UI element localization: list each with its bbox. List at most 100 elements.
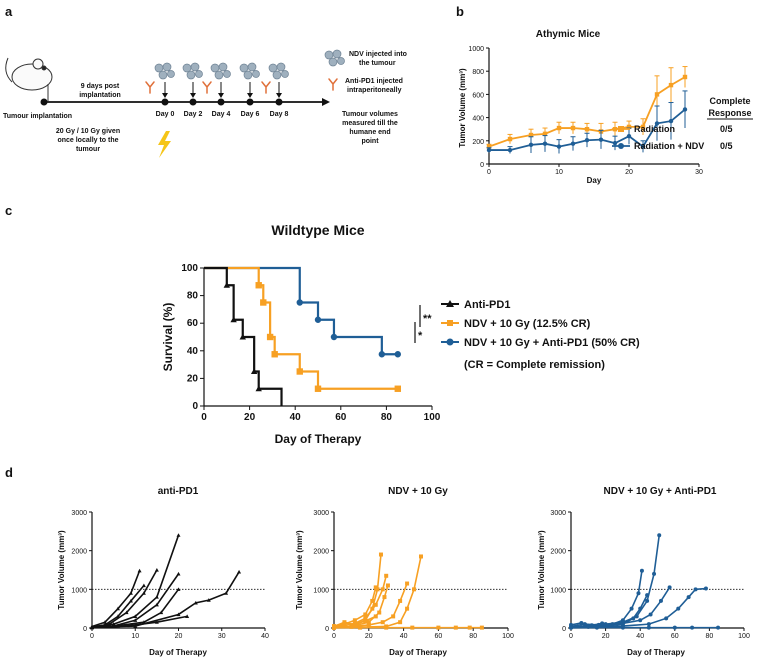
data-point	[378, 552, 383, 557]
radiation-note-3: tumour	[76, 146, 100, 153]
censor-marker	[296, 368, 303, 375]
legend-c-ndv10: NDV + 10 Gy (12.5% CR)	[441, 318, 591, 330]
legend-ndv-1: NDV injected into	[349, 51, 407, 58]
data-point	[657, 533, 662, 538]
data-point	[141, 591, 146, 595]
data-point	[124, 610, 129, 615]
timeline-dot-day0	[161, 98, 169, 106]
data-point	[612, 140, 618, 146]
data-point	[206, 598, 211, 602]
series-line-radiation-ndv	[489, 108, 686, 151]
chart-d2-ylabel: Tumor Volume (mm³)	[295, 530, 304, 610]
chart-d3-y-tick-label: 3000	[550, 510, 566, 517]
data-point	[690, 625, 695, 630]
censor-marker	[230, 316, 237, 323]
chart-d2-x-tick-label: 100	[502, 633, 514, 640]
data-point	[556, 125, 562, 131]
data-point	[154, 602, 159, 607]
data-point	[584, 138, 590, 143]
chart-d3-xlabel: Day of Therapy	[627, 648, 685, 657]
chart-spider-ndv10-antipd1: NDV + 10 Gy + Anti-PD1 Day of Therapy Tu…	[537, 486, 750, 657]
chart-d1-x-tick-label: 30	[218, 633, 226, 640]
legend-b-radiation-ndv-label: Radiation + NDV	[634, 141, 704, 151]
chart-d2-y-tick-label: 0	[325, 626, 329, 633]
data-point	[620, 622, 625, 627]
chart-d3-y-tick-label: 1000	[550, 587, 566, 594]
chart-c-x-tick-label: 100	[424, 412, 441, 423]
survival-curve-circle	[204, 266, 398, 356]
censor-marker	[394, 351, 401, 358]
chart-c-x-tick-label: 0	[201, 412, 207, 423]
data-point	[652, 571, 657, 576]
data-point	[133, 622, 138, 627]
data-point	[380, 587, 385, 592]
chart-b-ylabel: Tumor Volume (mm³)	[458, 68, 467, 148]
data-point	[128, 591, 133, 595]
data-point	[594, 625, 599, 630]
data-point	[398, 620, 403, 625]
data-point	[176, 587, 181, 591]
label-day0: Day 0	[156, 111, 175, 118]
data-point	[128, 598, 133, 603]
data-point	[102, 620, 107, 624]
timeline-arrowhead	[322, 98, 330, 106]
data-point	[405, 606, 410, 611]
chart-c-y-tick-label: 40	[187, 346, 199, 357]
chart-d2-xlabel: Day of Therapy	[389, 648, 447, 657]
lightning-icon	[158, 131, 171, 158]
chart-d2-x-tick-label: 20	[365, 633, 373, 640]
data-point	[639, 568, 644, 573]
timeline-dot-day6	[246, 98, 254, 106]
data-point	[486, 147, 492, 153]
virus-icon	[154, 49, 345, 80]
data-point	[646, 625, 651, 630]
chart-d3-title: NDV + 10 Gy + Anti-PD1	[604, 486, 717, 497]
chart-d2-title: NDV + 10 Gy	[388, 486, 448, 497]
panel-label-c: c	[5, 203, 12, 218]
data-point	[598, 137, 604, 142]
individual-tumor-line	[91, 569, 158, 629]
chart-d2-x-tick-label: 60	[435, 633, 443, 640]
chart-c-y-tick-label: 100	[181, 263, 198, 274]
day-arrows	[164, 82, 280, 95]
legend-c-antipd1: Anti-PD1	[441, 299, 510, 311]
censor-marker	[250, 368, 258, 375]
chart-c-y-tick-label: 20	[187, 373, 199, 384]
data-point	[419, 554, 423, 559]
censor-marker	[266, 333, 274, 341]
legend-c-antipd1-label: Anti-PD1	[464, 299, 510, 311]
chart-d1-title: anti-PD1	[158, 486, 199, 497]
chart-d3-x-tick-label: 20	[602, 633, 610, 640]
data-point	[600, 621, 605, 626]
label-post-implant-1: 9 days post	[81, 83, 120, 90]
data-point	[366, 620, 371, 625]
radiation-note-1: 20 Gy / 10 Gy given	[56, 128, 120, 135]
chart-d3-x-tick-label: 40	[636, 633, 644, 640]
data-point	[453, 625, 458, 630]
chart-c-y-tick-label: 0	[192, 401, 198, 412]
data-point	[115, 606, 120, 611]
censor-marker	[314, 316, 322, 323]
data-point	[654, 92, 660, 97]
data-point	[352, 622, 357, 627]
data-point	[646, 622, 651, 627]
chart-d1-ylabel: Tumor Volume (mm³)	[57, 530, 66, 610]
legend-b-radiation-label: Radiation	[634, 124, 675, 134]
censor-marker	[255, 282, 262, 289]
data-point	[570, 125, 576, 131]
panel-a-schematic: Tumour implantation 9 days post implanta…	[3, 49, 407, 158]
timeline-dot-day2	[189, 98, 197, 106]
data-point	[405, 581, 410, 586]
label-day8: Day 8	[270, 111, 289, 118]
data-point	[703, 586, 708, 591]
chart-d1-x-tick-label: 20	[175, 633, 183, 640]
censor-marker	[378, 351, 386, 358]
data-point	[569, 622, 573, 627]
data-point	[626, 133, 632, 139]
data-point	[645, 593, 650, 598]
label-day4: Day 4	[212, 111, 231, 118]
censor-marker	[239, 333, 246, 340]
day-arrowheads	[162, 93, 282, 98]
censor-marker	[223, 282, 230, 288]
